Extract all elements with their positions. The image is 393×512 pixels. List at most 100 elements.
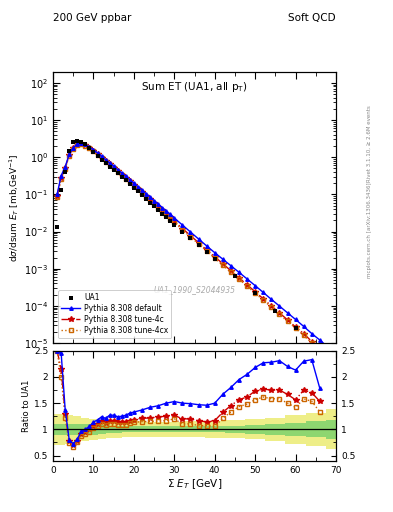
Text: Sum ET (UA1, all $\mathregular{p_T}$): Sum ET (UA1, all $\mathregular{p_T}$) xyxy=(141,80,248,94)
Pythia 8.308 default xyxy=(83,141,88,147)
Pythia 8.308 tune-4cx xyxy=(277,311,282,317)
Pythia 8.308 tune-4c xyxy=(245,282,250,288)
UA1 xyxy=(103,159,109,167)
Pythia 8.308 default xyxy=(123,173,128,179)
Pythia 8.308 default xyxy=(136,183,140,189)
Pythia 8.308 tune-4c xyxy=(55,193,59,199)
Pythia 8.308 default xyxy=(245,276,250,282)
Pythia 8.308 default xyxy=(318,337,322,343)
Pythia 8.308 tune-4cx xyxy=(116,169,120,175)
Text: UA1_1990_S2044935: UA1_1990_S2044935 xyxy=(154,285,235,294)
Pythia 8.308 tune-4c xyxy=(67,152,72,158)
Pythia 8.308 tune-4cx xyxy=(59,176,64,182)
UA1 xyxy=(333,370,339,378)
UA1 xyxy=(187,234,194,243)
Pythia 8.308 tune-4cx xyxy=(309,340,314,346)
Pythia 8.308 tune-4cx xyxy=(220,262,225,268)
Pythia 8.308 tune-4c xyxy=(111,165,116,171)
Pythia 8.308 tune-4c xyxy=(91,147,96,154)
Line: Pythia 8.308 tune-4cx: Pythia 8.308 tune-4cx xyxy=(55,143,338,366)
Pythia 8.308 tune-4c xyxy=(164,211,169,217)
Pythia 8.308 tune-4c xyxy=(83,142,88,148)
Pythia 8.308 default xyxy=(67,151,72,157)
Pythia 8.308 default xyxy=(75,141,80,147)
Text: mcplots.cern.ch [arXiv:1306.3436]: mcplots.cern.ch [arXiv:1306.3436] xyxy=(367,183,372,278)
Pythia 8.308 tune-4c xyxy=(103,158,108,164)
UA1 xyxy=(58,186,64,194)
UA1 xyxy=(159,210,165,218)
UA1 xyxy=(119,173,125,181)
Pythia 8.308 tune-4cx xyxy=(83,143,88,149)
Pythia 8.308 tune-4c xyxy=(63,165,68,171)
Pythia 8.308 default xyxy=(325,344,330,350)
Pythia 8.308 tune-4cx xyxy=(180,227,185,233)
Pythia 8.308 default xyxy=(116,167,120,173)
Pythia 8.308 tune-4c xyxy=(334,359,338,366)
Pythia 8.308 tune-4c xyxy=(95,151,100,157)
Pythia 8.308 tune-4c xyxy=(156,203,160,209)
Pythia 8.308 default xyxy=(91,146,96,153)
Pythia 8.308 tune-4c xyxy=(79,141,84,147)
Pythia 8.308 tune-4c xyxy=(220,261,225,267)
UA1 xyxy=(135,187,141,196)
UA1 xyxy=(123,176,129,184)
Pythia 8.308 tune-4cx xyxy=(325,354,330,360)
UA1 xyxy=(70,138,76,146)
Pythia 8.308 tune-4cx xyxy=(204,248,209,254)
Pythia 8.308 tune-4cx xyxy=(91,148,96,155)
Pythia 8.308 default xyxy=(172,215,177,221)
Pythia 8.308 tune-4c xyxy=(204,247,209,253)
Pythia 8.308 tune-4c xyxy=(87,145,92,151)
Pythia 8.308 tune-4c xyxy=(132,182,136,188)
Pythia 8.308 tune-4c xyxy=(229,268,233,274)
Pythia 8.308 tune-4c xyxy=(325,352,330,358)
Pythia 8.308 tune-4cx xyxy=(119,172,124,178)
Pythia 8.308 tune-4cx xyxy=(293,325,298,331)
Pythia 8.308 default xyxy=(285,310,290,316)
Pythia 8.308 tune-4cx xyxy=(103,159,108,165)
Pythia 8.308 tune-4c xyxy=(253,289,257,295)
Pythia 8.308 default xyxy=(220,256,225,262)
Pythia 8.308 default xyxy=(156,201,160,207)
Pythia 8.308 tune-4c xyxy=(318,345,322,351)
Pythia 8.308 default xyxy=(212,250,217,256)
Pythia 8.308 tune-4cx xyxy=(111,165,116,172)
Pythia 8.308 default xyxy=(107,160,112,166)
UA1 xyxy=(167,217,173,225)
Text: Soft QCD: Soft QCD xyxy=(288,13,336,23)
UA1 xyxy=(110,166,117,174)
Pythia 8.308 default xyxy=(229,263,233,269)
Pythia 8.308 default xyxy=(71,145,75,151)
Pythia 8.308 tune-4cx xyxy=(99,155,104,161)
Pythia 8.308 tune-4cx xyxy=(67,153,72,159)
Pythia 8.308 default xyxy=(132,180,136,186)
Pythia 8.308 tune-4c xyxy=(269,303,274,309)
UA1 xyxy=(107,163,113,171)
UA1 xyxy=(131,184,137,192)
Pythia 8.308 default xyxy=(261,289,266,295)
UA1 xyxy=(171,221,178,229)
Pythia 8.308 default xyxy=(127,177,132,183)
UA1 xyxy=(211,255,218,263)
Pythia 8.308 tune-4cx xyxy=(285,318,290,325)
Pythia 8.308 tune-4cx xyxy=(152,201,156,207)
Pythia 8.308 tune-4cx xyxy=(301,332,306,338)
UA1 xyxy=(195,241,202,249)
Pythia 8.308 tune-4cx xyxy=(229,269,233,275)
Pythia 8.308 tune-4cx xyxy=(148,197,152,203)
Pythia 8.308 tune-4cx xyxy=(160,208,165,214)
UA1 xyxy=(62,168,68,176)
Pythia 8.308 default xyxy=(309,330,314,336)
Pythia 8.308 tune-4c xyxy=(180,225,185,231)
Pythia 8.308 tune-4cx xyxy=(75,142,80,148)
Pythia 8.308 tune-4c xyxy=(277,310,282,316)
UA1 xyxy=(115,169,121,177)
Pythia 8.308 default xyxy=(253,283,257,289)
UA1 xyxy=(252,289,258,297)
Legend: UA1, Pythia 8.308 default, Pythia 8.308 tune-4c, Pythia 8.308 tune-4cx: UA1, Pythia 8.308 default, Pythia 8.308 … xyxy=(58,290,171,338)
Pythia 8.308 tune-4c xyxy=(148,197,152,203)
Pythia 8.308 tune-4c xyxy=(59,175,64,181)
Pythia 8.308 default xyxy=(196,236,201,242)
Pythia 8.308 tune-4cx xyxy=(245,283,250,289)
Pythia 8.308 tune-4cx xyxy=(87,145,92,152)
